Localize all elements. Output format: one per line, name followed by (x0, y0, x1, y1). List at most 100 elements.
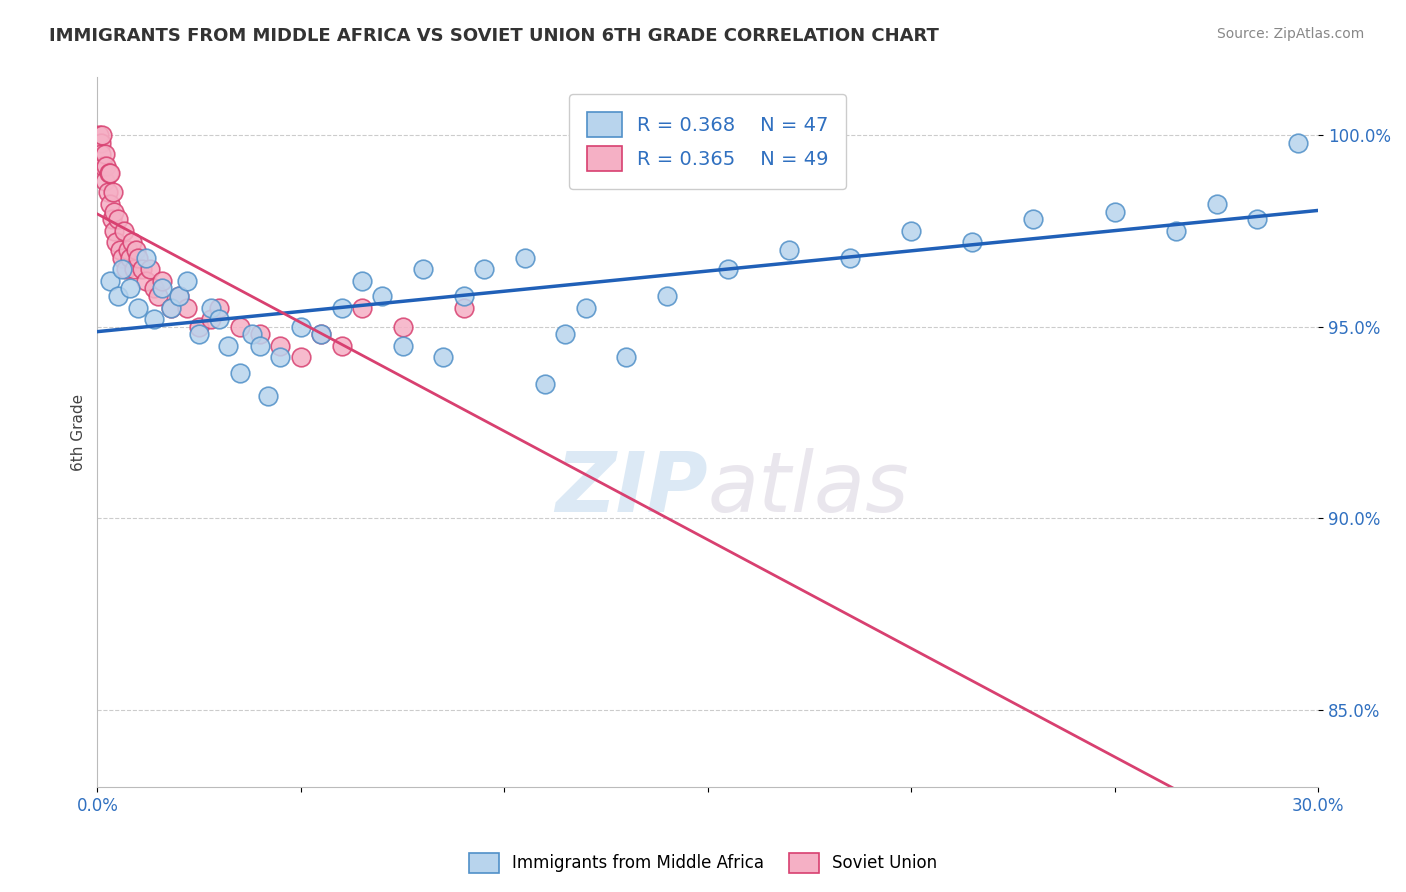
Point (1205, 197, 1227, 211)
Point (200, 312, 222, 326)
Point (112, 224, 135, 238)
Point (122, 262, 145, 277)
Point (1286, 136, 1309, 150)
Point (575, 301, 598, 315)
Point (1164, 224, 1187, 238)
Point (534, 377, 557, 392)
Text: IMMIGRANTS FROM MIDDLE AFRICA VS SOVIET UNION 6TH GRADE CORRELATION CHART: IMMIGRANTS FROM MIDDLE AFRICA VS SOVIET … (49, 27, 939, 45)
Point (135, 274, 157, 288)
Point (290, 351, 312, 365)
Point (93, 159, 115, 173)
Point (127, 301, 149, 315)
Point (98, 274, 121, 288)
Point (121, 235, 143, 250)
Point (159, 301, 181, 315)
Point (131, 262, 153, 277)
Point (139, 262, 162, 277)
Point (900, 224, 922, 238)
Point (188, 327, 211, 342)
Point (103, 224, 125, 238)
Point (962, 235, 984, 250)
Point (104, 235, 127, 250)
Point (97, 166, 120, 180)
Point (159, 301, 181, 315)
Point (90, 147, 112, 161)
Point (91, 128, 114, 142)
Point (229, 366, 252, 380)
Point (108, 243, 131, 257)
Point (118, 251, 141, 265)
Point (117, 243, 139, 257)
Point (249, 339, 271, 353)
Point (107, 289, 129, 303)
Point (118, 281, 141, 295)
Point (152, 281, 174, 295)
Point (100, 212, 122, 227)
Point (200, 301, 222, 315)
Point (391, 319, 413, 334)
Point (1104, 204, 1126, 219)
Point (655, 289, 678, 303)
Point (125, 243, 148, 257)
Point (249, 327, 271, 342)
Point (217, 339, 239, 353)
Point (89, 128, 111, 142)
Point (143, 281, 166, 295)
Point (257, 389, 280, 403)
Point (309, 327, 332, 342)
Point (269, 339, 291, 353)
Point (616, 351, 638, 365)
Point (208, 312, 231, 326)
Point (412, 262, 434, 277)
Point (98, 197, 121, 211)
Point (391, 339, 413, 353)
Point (90, 136, 112, 150)
Point (93, 147, 115, 161)
Y-axis label: 6th Grade: 6th Grade (72, 393, 86, 471)
Point (96, 159, 118, 173)
Point (350, 274, 373, 288)
Point (135, 251, 157, 265)
Legend: Immigrants from Middle Africa, Soviet Union: Immigrants from Middle Africa, Soviet Un… (463, 847, 943, 880)
Text: atlas: atlas (707, 449, 910, 529)
Point (167, 289, 190, 303)
Point (111, 251, 134, 265)
Point (371, 289, 394, 303)
Point (839, 251, 862, 265)
Point (176, 301, 198, 315)
Point (111, 262, 134, 277)
Point (152, 274, 174, 288)
Point (1246, 212, 1268, 227)
Point (472, 262, 495, 277)
Point (778, 243, 800, 257)
Text: ZIP: ZIP (555, 449, 707, 529)
Text: Source: ZipAtlas.com: Source: ZipAtlas.com (1216, 27, 1364, 41)
Point (229, 319, 252, 334)
Point (115, 262, 138, 277)
Point (240, 327, 263, 342)
Point (554, 327, 576, 342)
Point (167, 289, 190, 303)
Point (208, 301, 231, 315)
Point (100, 166, 122, 180)
Point (143, 312, 166, 326)
Point (94, 174, 117, 188)
Point (453, 289, 475, 303)
Point (350, 301, 373, 315)
Point (309, 327, 332, 342)
Point (1022, 212, 1045, 227)
Point (176, 274, 198, 288)
Point (717, 262, 740, 277)
Point (101, 186, 124, 200)
Point (148, 289, 170, 303)
Point (96, 186, 118, 200)
Point (432, 351, 454, 365)
Point (269, 351, 291, 365)
Point (188, 319, 211, 334)
Point (107, 212, 129, 227)
Point (330, 301, 353, 315)
Point (290, 319, 312, 334)
Point (513, 251, 536, 265)
Point (127, 251, 149, 265)
Point (103, 204, 125, 219)
